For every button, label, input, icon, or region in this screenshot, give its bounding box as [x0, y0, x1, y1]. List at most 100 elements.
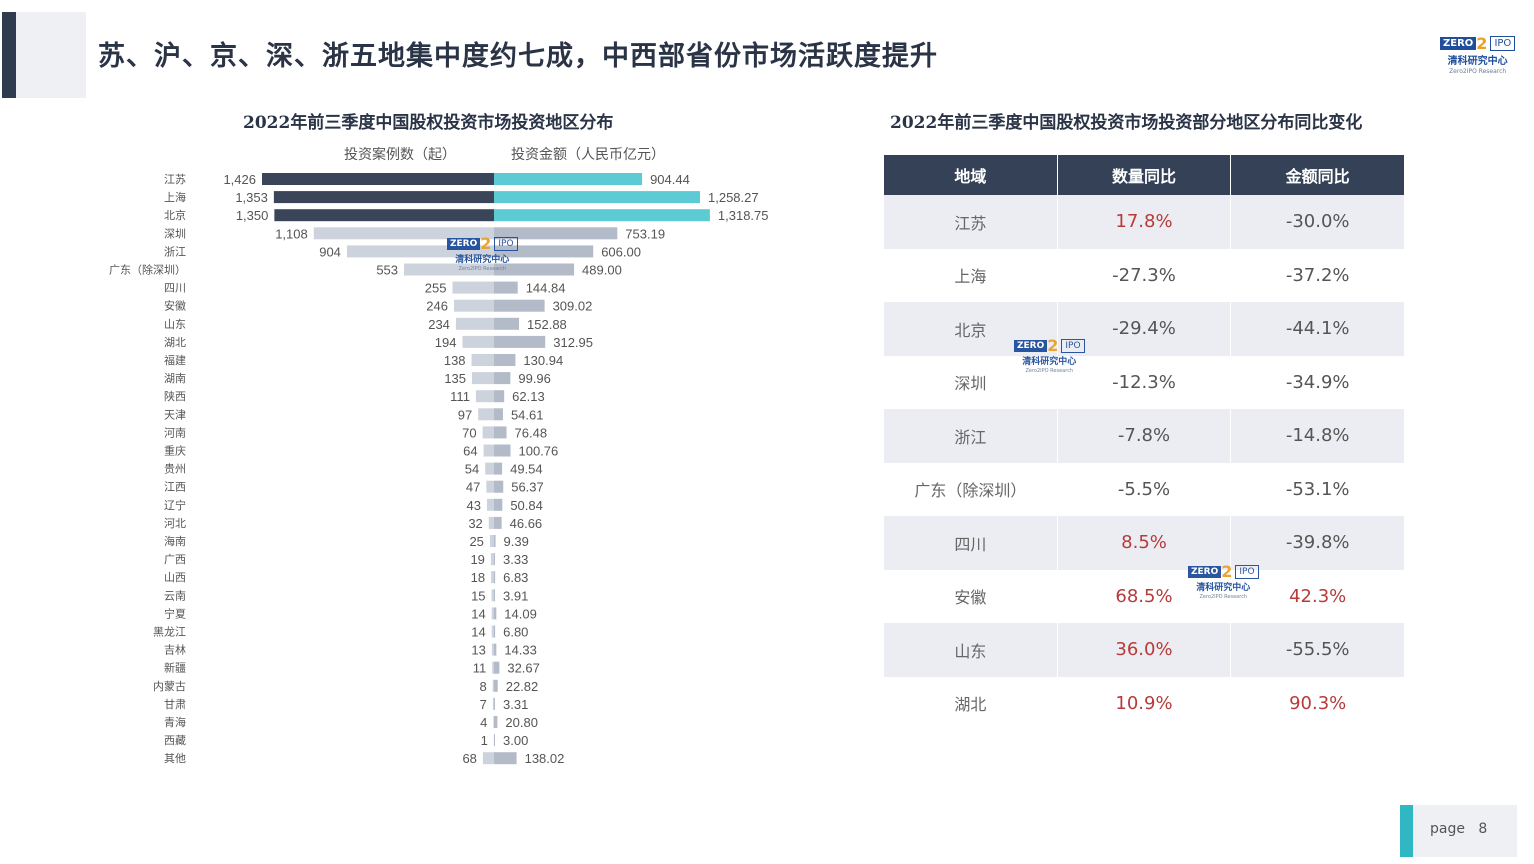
count-data-label: 255: [425, 281, 447, 296]
category-label: 内蒙古: [153, 679, 186, 693]
amount-bar: [494, 752, 517, 765]
amount-bar: [494, 209, 710, 222]
amount-bar: [494, 697, 495, 710]
count-bar: [475, 390, 494, 403]
count-bar: [487, 498, 494, 511]
amount-data-label: 100.76: [518, 444, 558, 459]
category-label: 吉林: [164, 643, 186, 657]
count-bar: [453, 299, 494, 312]
amount-yoy-cell: -39.8%: [1285, 532, 1350, 554]
watermark-zero: ZERO: [1188, 565, 1222, 578]
count-bar: [482, 426, 494, 439]
amount-yoy-cell: -55.5%: [1285, 639, 1350, 661]
category-label: 海南: [164, 534, 186, 548]
category-label: 云南: [164, 589, 186, 602]
count-data-label: 135: [444, 371, 466, 386]
amount-bar: [494, 173, 643, 185]
count-data-label: 904: [319, 244, 341, 259]
region-cell: 广东（除深圳）: [884, 462, 1058, 516]
count-data-label: 553: [376, 263, 398, 278]
amount-bar: [494, 390, 505, 403]
amount-yoy-cell: -44.1%: [1285, 318, 1350, 340]
amount-data-label: 50.84: [510, 498, 543, 513]
amount-bar: [494, 227, 618, 240]
legend-count: 投资案例数（起）: [344, 147, 456, 163]
amount-bar: [494, 281, 518, 294]
watermark-cn-text: 清科研究中心: [455, 255, 510, 265]
logo-cn-text: 清科研究中心: [1447, 56, 1508, 67]
table-header: 地域 数量同比 金额同比: [884, 155, 1404, 195]
table-row: 安徽 68.5% 42.3%: [884, 569, 1404, 623]
count-bar: [471, 354, 494, 366]
watermark-swoosh-icon: 2: [1221, 562, 1233, 581]
count-data-label: 43: [467, 498, 481, 513]
watermark-logo-table-2: ZERO 2 IPO 清科研究中心 Zero2IPO Research: [1188, 562, 1259, 600]
amount-data-label: 1,258.27: [708, 190, 759, 205]
table-row: 北京 -29.4% -44.1%: [884, 302, 1404, 356]
watermark-ipo: IPO: [1235, 564, 1259, 579]
amount-bar: [494, 625, 496, 638]
amount-data-label: 144.84: [526, 281, 566, 296]
watermark-zero: ZERO: [447, 237, 481, 250]
amount-data-label: 6.80: [503, 625, 528, 640]
title-accent-bar: [2, 12, 16, 98]
count-bar: [493, 716, 494, 728]
amount-bar: [494, 679, 498, 692]
count-yoy-cell: -5.5%: [1058, 462, 1232, 516]
region-cell: 安徽: [884, 569, 1058, 623]
count-data-label: 111: [450, 389, 470, 404]
region-cell: 江苏: [884, 195, 1058, 249]
category-label: 湖南: [164, 372, 186, 385]
amount-bar: [494, 553, 495, 566]
amount-bar: [494, 354, 516, 366]
category-label: 黑龙江: [153, 626, 186, 639]
region-cell: 四川: [884, 516, 1058, 570]
amount-bar: [494, 734, 495, 747]
count-yoy-cell: 8.5%: [1058, 516, 1232, 570]
amount-data-label: 76.48: [515, 425, 548, 440]
count-data-label: 25: [469, 534, 483, 549]
count-yoy-cell: 17.8%: [1058, 195, 1232, 249]
count-bar: [489, 535, 494, 547]
count-bar: [472, 372, 494, 385]
count-data-label: 14: [471, 606, 485, 621]
amount-data-label: 54.61: [511, 407, 544, 422]
amount-data-label: 1,318.75: [718, 208, 769, 223]
watermark-logo-table-1: ZERO 2 IPO 清科研究中心 Zero2IPO Research: [1014, 336, 1085, 374]
category-label: 天津: [164, 408, 186, 421]
count-bar: [488, 516, 494, 529]
count-data-label: 13: [471, 643, 485, 658]
count-bar: [262, 173, 494, 185]
amount-data-label: 32.67: [507, 661, 540, 676]
region-cell: 上海: [884, 248, 1058, 302]
logo-swoosh-icon: 2: [1476, 34, 1488, 53]
amount-bar: [494, 372, 511, 385]
count-yoy-cell: 36.0%: [1058, 623, 1232, 677]
count-data-label: 8: [479, 679, 486, 694]
category-label: 四川: [164, 282, 186, 295]
count-data-label: 14: [471, 625, 485, 640]
table-row: 四川 8.5% -39.8%: [884, 516, 1404, 570]
count-yoy-cell: -7.8%: [1058, 409, 1232, 463]
watermark-zero: ZERO: [1014, 339, 1048, 352]
amount-data-label: 904.44: [650, 172, 690, 187]
count-data-label: 15: [471, 588, 485, 603]
region-cell: 深圳: [884, 355, 1058, 409]
amount-data-label: 309.02: [553, 299, 593, 314]
watermark-swoosh-icon: 2: [480, 234, 492, 253]
col-amount-yoy-header: 金额同比: [1285, 167, 1350, 186]
count-data-label: 138: [444, 353, 466, 368]
page-title: 苏、沪、京、深、浙五地集中度约七成，中西部省份市场活跃度提升: [98, 41, 938, 72]
logo-ipo: IPO: [1490, 36, 1516, 51]
region-bar-chart: 江苏 1,426 904.44 上海 1,353 1,258.27 北京 1,350 1,318…: [109, 172, 769, 766]
category-label: 江西: [164, 481, 186, 494]
region-cell: 浙江: [884, 409, 1058, 463]
count-data-label: 234: [428, 317, 450, 332]
count-data-label: 1,353: [235, 190, 268, 205]
watermark-swoosh-icon: 2: [1047, 336, 1059, 355]
category-label: 安徽: [164, 299, 186, 313]
amount-data-label: 22.82: [506, 679, 539, 694]
count-data-label: 7: [480, 697, 487, 712]
region-cell: 湖北: [884, 676, 1058, 730]
page-number-value: 8: [1478, 821, 1488, 837]
